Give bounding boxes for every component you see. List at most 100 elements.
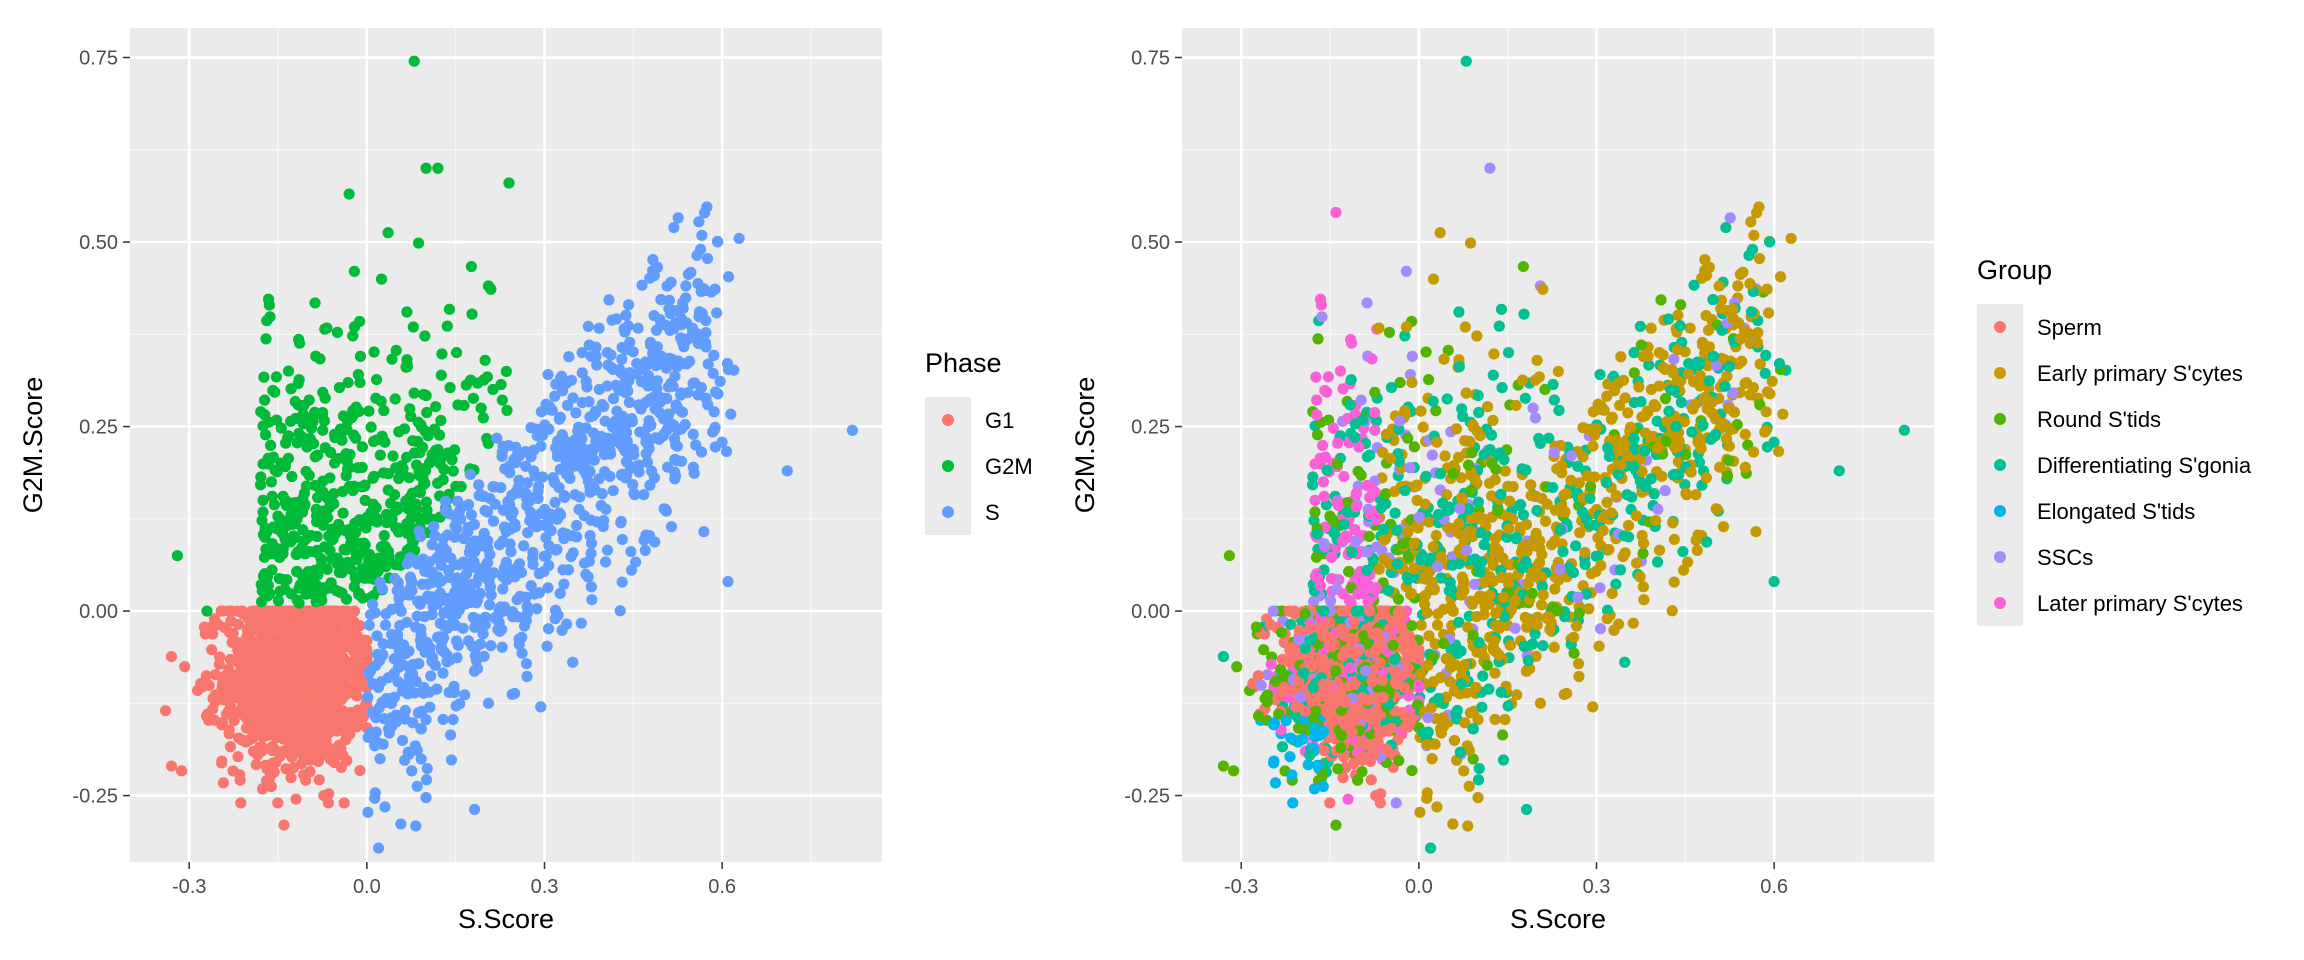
data-point — [1568, 631, 1580, 643]
data-point — [321, 691, 333, 703]
data-point — [1385, 381, 1398, 394]
data-point — [495, 378, 507, 391]
data-point — [315, 615, 328, 627]
data-point — [369, 734, 381, 746]
data-point — [224, 741, 237, 753]
data-point — [1403, 690, 1415, 702]
data-point — [1435, 572, 1447, 584]
data-point — [1651, 415, 1663, 427]
data-point — [1701, 536, 1713, 548]
data-point — [225, 706, 237, 718]
data-point — [286, 751, 298, 763]
data-point — [1345, 337, 1358, 349]
data-point — [264, 439, 277, 451]
data-point — [375, 395, 387, 407]
data-point — [380, 608, 392, 620]
data-point — [1430, 405, 1442, 417]
data-point — [575, 617, 587, 629]
data-point — [669, 370, 681, 382]
data-point — [650, 360, 662, 372]
data-point — [484, 580, 496, 592]
data-point — [1365, 481, 1377, 493]
y-tick-label: 0.25 — [79, 417, 118, 439]
data-point — [657, 430, 669, 442]
data-point — [1677, 545, 1689, 558]
data-point — [1464, 237, 1477, 249]
data-point — [1393, 455, 1405, 468]
data-point — [607, 393, 620, 405]
data-point — [455, 513, 467, 525]
data-point — [676, 406, 689, 418]
data-point — [1628, 347, 1640, 359]
data-point — [360, 563, 372, 575]
data-point — [1324, 797, 1336, 809]
data-point — [631, 357, 643, 370]
data-point — [1318, 490, 1330, 503]
data-point — [1581, 513, 1593, 525]
data-point — [272, 595, 285, 607]
data-point — [233, 670, 245, 682]
data-point — [617, 410, 629, 422]
data-point — [325, 629, 337, 641]
data-point — [1690, 489, 1702, 501]
data-point — [1373, 322, 1385, 334]
data-point — [334, 423, 347, 435]
data-point — [1685, 466, 1697, 478]
legend-label: S — [985, 500, 1000, 525]
data-point — [712, 388, 724, 400]
data-point — [1527, 402, 1539, 414]
group-scatter-panel: -0.3 0.0 0.3 0.6-0.250.000.250.500.75S.Scor… — [1070, 28, 2252, 934]
data-point — [580, 422, 592, 434]
data-point — [491, 432, 503, 444]
data-point — [403, 472, 415, 484]
data-point — [678, 341, 690, 353]
data-point — [1304, 623, 1316, 635]
data-point — [1399, 330, 1411, 342]
data-point — [1489, 533, 1501, 545]
data-point — [352, 549, 364, 561]
data-point — [561, 528, 573, 540]
data-point — [1652, 503, 1664, 515]
data-point — [339, 628, 351, 640]
data-point — [280, 605, 292, 617]
data-point — [1495, 303, 1508, 315]
data-point — [270, 414, 283, 426]
data-point — [1316, 769, 1328, 782]
data-point — [643, 530, 656, 542]
data-point — [380, 508, 393, 521]
data-point — [1287, 797, 1299, 809]
data-point — [256, 783, 269, 795]
data-point — [262, 293, 275, 305]
data-point — [1715, 294, 1728, 306]
data-point — [1613, 618, 1625, 630]
data-point — [622, 320, 634, 332]
data-point — [1311, 429, 1324, 441]
data-point — [682, 268, 694, 280]
data-point — [1587, 440, 1599, 452]
data-point — [392, 676, 404, 688]
data-point — [611, 426, 623, 438]
data-point — [427, 600, 439, 612]
data-point — [1600, 476, 1613, 489]
data-point — [1337, 383, 1349, 395]
data-point — [420, 162, 432, 174]
data-point — [1272, 708, 1285, 720]
data-point — [583, 396, 595, 408]
data-point — [518, 540, 530, 552]
data-point — [1327, 422, 1339, 434]
data-point — [665, 521, 678, 533]
data-point — [504, 460, 516, 472]
data-point — [217, 605, 229, 617]
data-point — [342, 376, 354, 389]
data-point — [1310, 371, 1322, 383]
data-point — [620, 309, 632, 321]
x-tick-label: 0.0 — [353, 876, 381, 898]
data-point — [394, 620, 406, 632]
data-point — [443, 303, 456, 315]
data-point — [1286, 769, 1298, 781]
data-point — [1473, 406, 1485, 419]
data-point — [1399, 721, 1412, 733]
data-point — [371, 630, 383, 642]
data-point — [260, 543, 272, 555]
data-point — [1537, 283, 1549, 295]
